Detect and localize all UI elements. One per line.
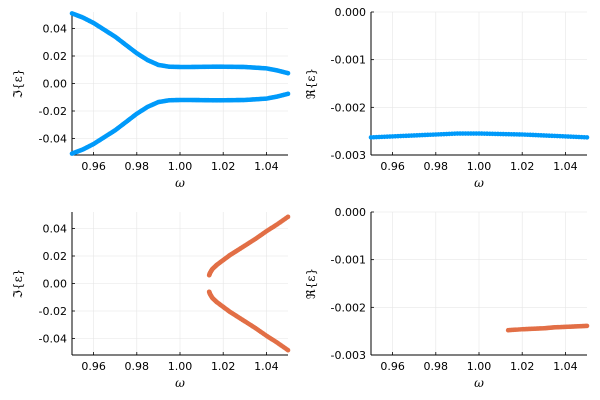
x-tick-label: 1.00 <box>467 360 492 373</box>
y-tick-label: -0.001 <box>331 54 366 67</box>
x-tick-label: 1.04 <box>553 360 578 373</box>
x-tick-label: 1.02 <box>211 360 236 373</box>
data-point <box>584 135 590 140</box>
series-0 <box>69 11 291 76</box>
x-tick-label: 1.02 <box>510 160 535 173</box>
x-axis-title: ω <box>175 176 185 190</box>
x-tick-label: 0.96 <box>81 160 106 173</box>
y-tick-label: -0.02 <box>39 305 67 318</box>
y-axis-title: ℑ{ε} <box>11 269 25 299</box>
y-tick-label: -0.02 <box>39 105 67 118</box>
x-tick-label: 0.98 <box>125 360 150 373</box>
x-tick-label: 1.04 <box>254 360 279 373</box>
y-tick-label: 0.00 <box>43 278 68 291</box>
y-axis-title: ℜ{ε} <box>304 68 318 99</box>
panel-top-left: 0.96 0.98 1.00 1.02 1.04 -0.04 -0.02 0.00 0.02 0.… <box>11 11 291 190</box>
series-0 <box>505 323 590 333</box>
x-axis-title: ω <box>474 376 484 390</box>
x-tick-label: 0.98 <box>424 360 449 373</box>
y-tick-label: 0.04 <box>43 223 68 236</box>
x-tick-label: 0.96 <box>81 360 106 373</box>
x-tick-label: 1.00 <box>168 360 193 373</box>
series-1 <box>206 289 291 353</box>
data-point <box>285 91 291 97</box>
y-tick-label: -0.04 <box>39 133 67 146</box>
data-point <box>285 70 291 76</box>
x-tick-label: 1.04 <box>254 160 279 173</box>
y-tick-label: -0.001 <box>331 254 366 267</box>
y-tick-label: -0.002 <box>331 101 366 114</box>
y-tick-label: 0.02 <box>43 250 68 263</box>
y-tick-label: -0.04 <box>39 333 67 346</box>
x-tick-label: 0.96 <box>380 160 405 173</box>
data-point <box>285 214 291 220</box>
y-tick-label: -0.003 <box>331 349 366 362</box>
y-axis-title: ℜ{ε} <box>304 268 318 299</box>
y-tick-label: 0.000 <box>335 6 367 19</box>
data-point <box>285 347 291 353</box>
series-1 <box>69 91 291 156</box>
x-tick-label: 0.98 <box>424 160 449 173</box>
panel-top-right: 0.96 0.98 1.00 1.02 1.04 -0.003 -0.002 -0.001 0.… <box>304 6 590 190</box>
x-axis-title: ω <box>474 176 484 190</box>
x-tick-label: 1.00 <box>467 160 492 173</box>
y-tick-label: -0.003 <box>331 149 366 162</box>
x-tick-label: 0.96 <box>380 360 405 373</box>
y-tick-label: 0.00 <box>43 78 68 91</box>
x-tick-label: 1.04 <box>553 160 578 173</box>
x-tick-label: 1.02 <box>211 160 236 173</box>
series-0 <box>206 214 291 278</box>
data-point <box>584 323 590 329</box>
series-0 <box>368 131 590 140</box>
y-axis-title: ℑ{ε} <box>11 69 25 99</box>
x-tick-label: 1.00 <box>168 160 193 173</box>
y-tick-label: 0.02 <box>43 50 68 63</box>
y-tick-label: 0.000 <box>335 206 367 219</box>
x-axis-title: ω <box>175 376 185 390</box>
y-tick-label: -0.002 <box>331 301 366 314</box>
panel-bottom-right: 0.96 0.98 1.00 1.02 1.04 -0.003 -0.002 -0.001 0.… <box>304 206 590 390</box>
y-tick-label: 0.04 <box>43 23 68 36</box>
x-tick-label: 1.02 <box>510 360 535 373</box>
panel-bottom-left: 0.96 0.98 1.00 1.02 1.04 -0.04 -0.02 0.00 0.02 0.… <box>11 212 291 390</box>
x-tick-label: 0.98 <box>125 160 150 173</box>
